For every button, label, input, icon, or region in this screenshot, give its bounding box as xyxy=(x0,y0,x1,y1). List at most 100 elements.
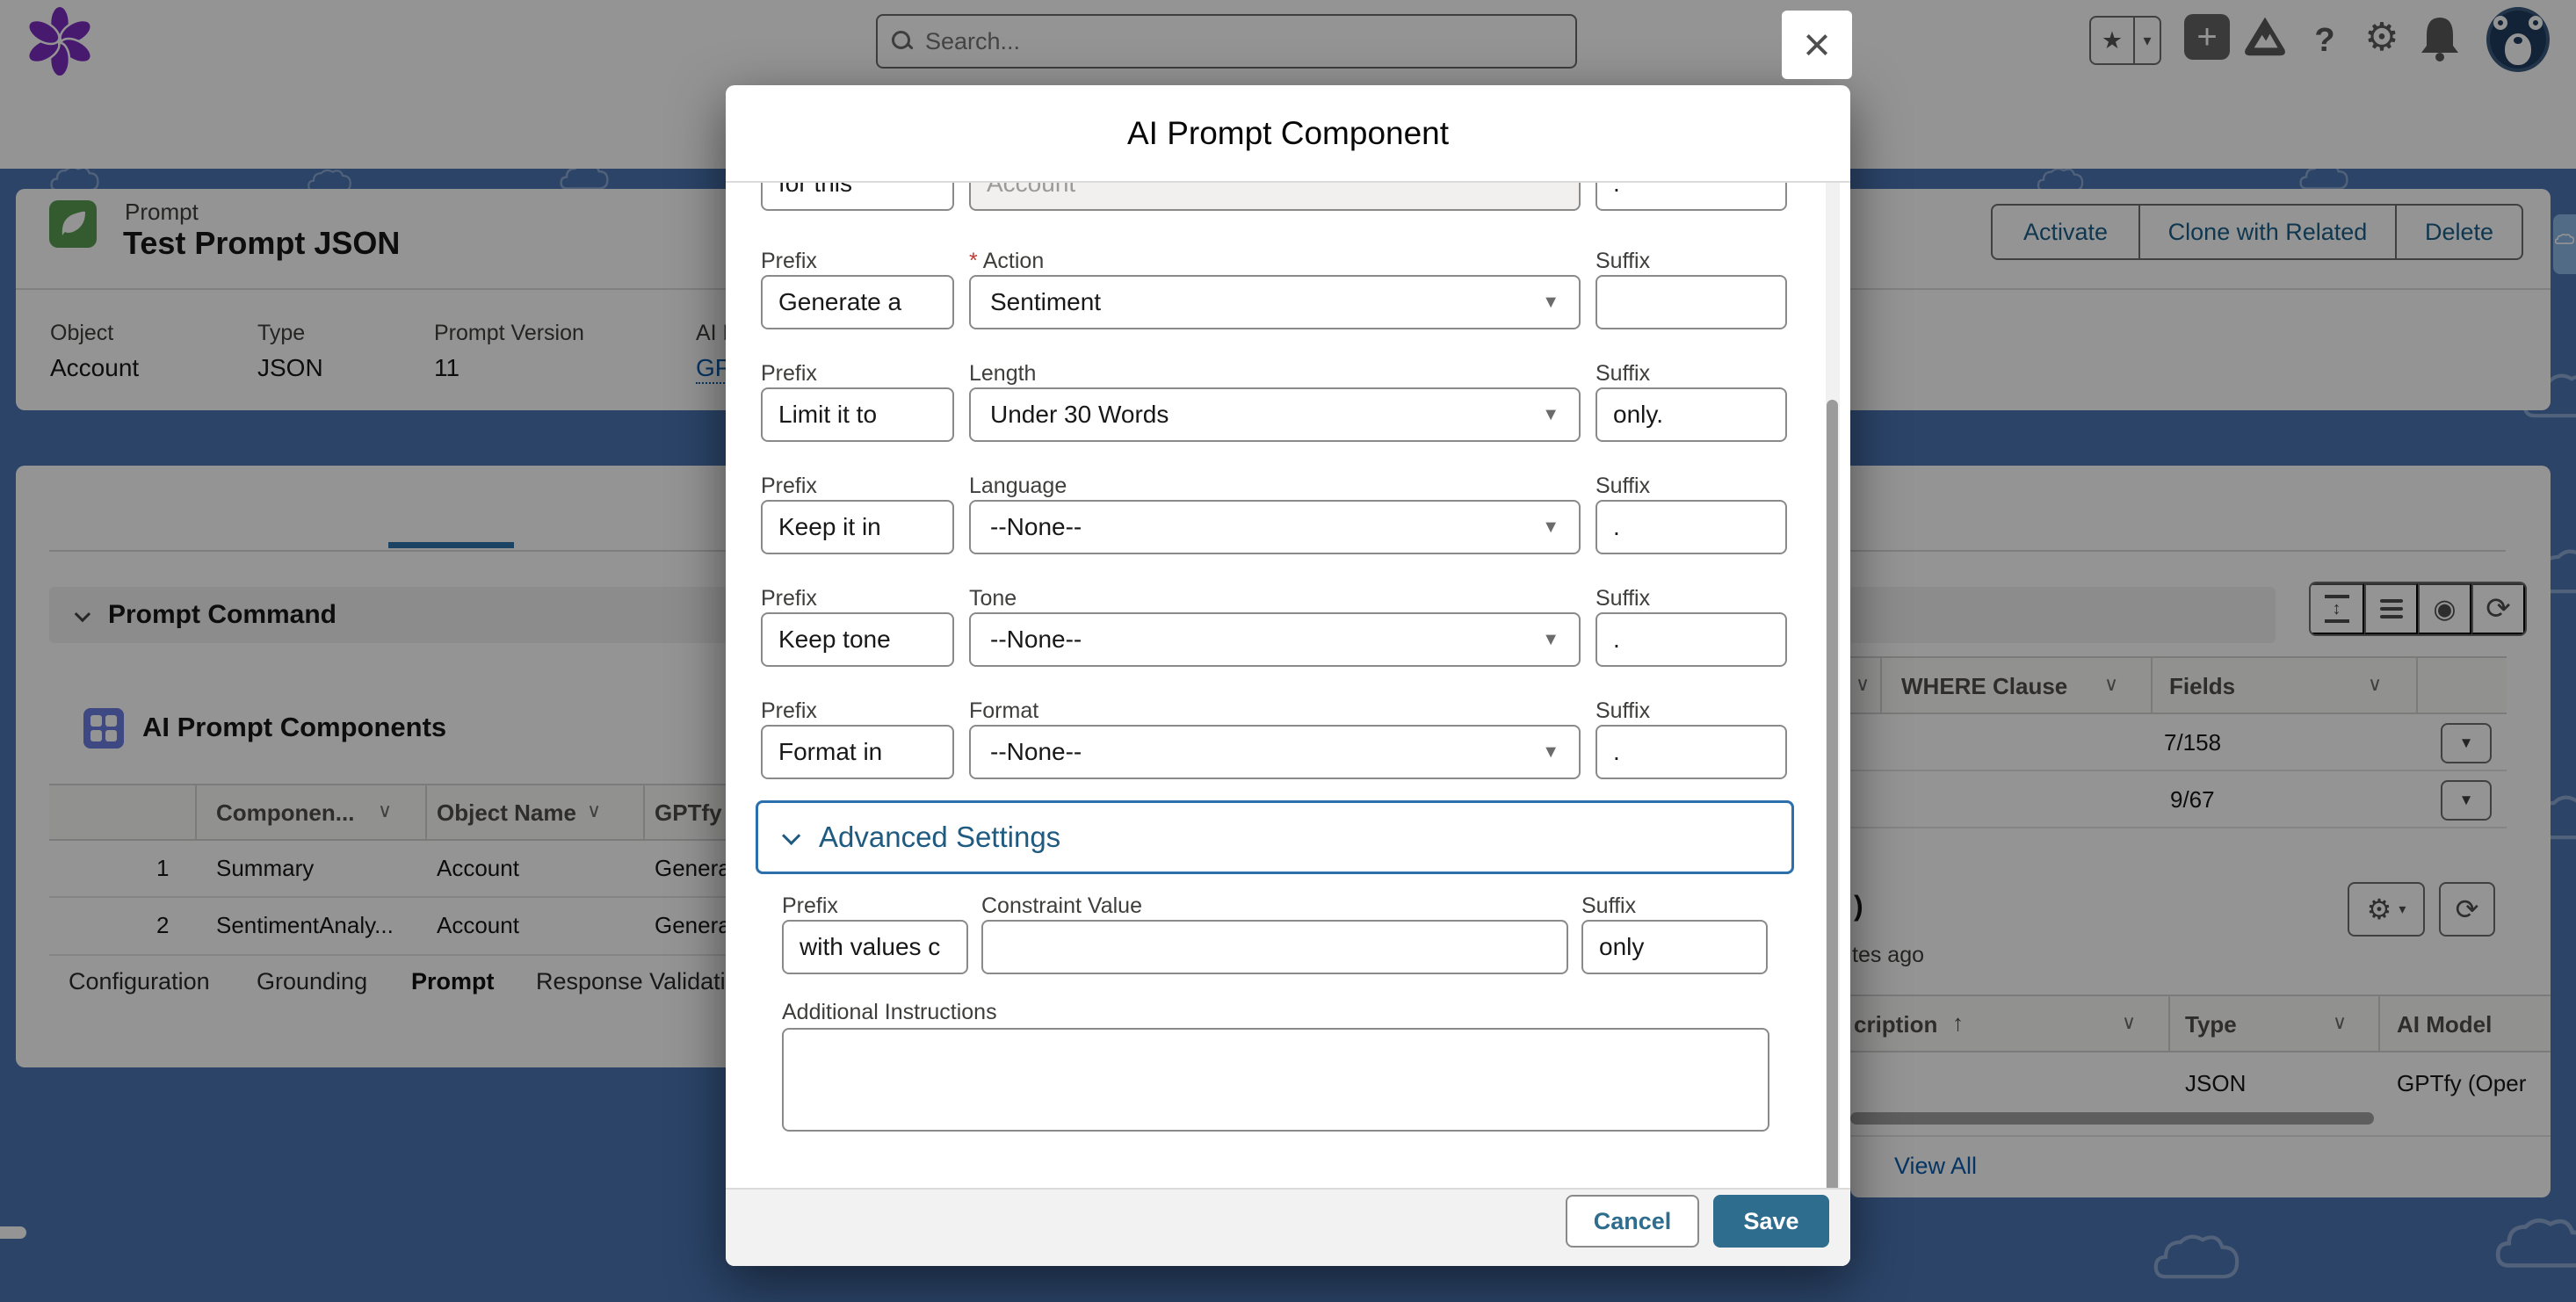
format-select-value: --None-- xyxy=(990,738,1082,765)
tone-suffix-input[interactable] xyxy=(1596,612,1787,667)
collapse-rows-button[interactable] xyxy=(2364,583,2418,634)
cell-fields-count: 9/67 xyxy=(2170,786,2215,813)
language-label: Language xyxy=(969,474,1067,498)
additional-instructions-textarea[interactable] xyxy=(782,1028,1769,1132)
sort-chevron-icon[interactable]: ∨ xyxy=(2368,673,2383,695)
sort-chevron-icon[interactable]: ∨ xyxy=(378,799,393,821)
advanced-settings-toggle[interactable]: Advanced Settings xyxy=(756,800,1794,874)
action-suffix-input[interactable] xyxy=(1596,275,1787,329)
tab-prompt[interactable]: Prompt xyxy=(411,968,495,995)
cell-ai-model-link[interactable]: GPTfy (Oper xyxy=(2397,1070,2527,1096)
language-suffix-input[interactable] xyxy=(1596,500,1787,554)
row-actions-button[interactable]: ▼ xyxy=(2441,723,2492,763)
tone-prefix-input[interactable] xyxy=(761,612,954,667)
sort-chevron-icon[interactable]: ∨ xyxy=(587,799,602,821)
sort-chevron-icon[interactable]: ∨ xyxy=(1856,673,1870,695)
advanced-prefix-input[interactable] xyxy=(782,920,968,974)
length-suffix-input[interactable] xyxy=(1596,387,1787,442)
action-select[interactable]: Sentiment ▼ xyxy=(969,275,1581,329)
dock-sliver xyxy=(0,1226,26,1239)
column-header-description[interactable]: cription xyxy=(1854,1011,1938,1038)
avatar-ear xyxy=(2529,16,2543,30)
tab-response-validation[interactable]: Response Validati xyxy=(536,968,726,995)
suffix-input[interactable] xyxy=(1596,183,1787,211)
card-title-fragment: ) xyxy=(1854,890,1863,922)
column-header-object-name[interactable]: Object Name xyxy=(437,799,576,826)
prefix-label: Prefix xyxy=(761,361,817,386)
column-header-fields[interactable]: Fields xyxy=(2169,673,2236,699)
components-list-icon xyxy=(83,708,124,749)
user-avatar[interactable] xyxy=(2486,7,2550,72)
length-label: Length xyxy=(969,361,1037,386)
help-button[interactable]: ? xyxy=(2307,16,2342,65)
column-header-type[interactable]: Type xyxy=(2185,1011,2237,1038)
component-link-sentiment[interactable]: SentimentAnaly... xyxy=(216,912,394,938)
prefix-input[interactable] xyxy=(761,183,954,211)
language-select[interactable]: --None-- ▼ xyxy=(969,500,1581,554)
refresh-grid-button[interactable]: ⟳ xyxy=(2471,583,2525,634)
modal-scrollbar-thumb[interactable] xyxy=(1827,400,1838,1188)
list-settings-button[interactable]: ⚙ ▾ xyxy=(2348,882,2425,937)
trailhead-icon[interactable] xyxy=(2240,12,2290,61)
favorites-split-button[interactable]: ★ ▾ xyxy=(2089,16,2161,65)
gear-icon: ⚙ xyxy=(2364,15,2399,59)
format-suffix-input[interactable] xyxy=(1596,725,1787,779)
last-updated-fragment: tes ago xyxy=(1852,943,1925,967)
field-value-ai-model-link[interactable]: GP xyxy=(696,354,732,384)
activate-button[interactable]: Activate xyxy=(1993,206,2138,258)
language-prefix-input[interactable] xyxy=(761,500,954,554)
question-icon: ? xyxy=(2314,21,2335,59)
suffix-label: Suffix xyxy=(1596,698,1651,723)
advanced-suffix-input[interactable] xyxy=(1581,920,1768,974)
length-select[interactable]: Under 30 Words ▼ xyxy=(969,387,1581,442)
sort-chevron-icon[interactable]: ∨ xyxy=(2104,673,2119,695)
modal-close-button[interactable]: × xyxy=(1782,11,1852,79)
list-refresh-button[interactable]: ⟳ xyxy=(2439,882,2495,937)
tone-select[interactable]: --None-- ▼ xyxy=(969,612,1581,667)
docked-assistant-tab[interactable] xyxy=(2553,214,2576,274)
notifications-bell-icon[interactable] xyxy=(2420,14,2460,61)
format-select[interactable]: --None-- ▼ xyxy=(969,725,1581,779)
sort-chevron-icon[interactable]: ∨ xyxy=(2122,1011,2137,1033)
cell-prompt: Genera xyxy=(655,855,731,881)
prompt-object-icon xyxy=(49,200,97,248)
expand-rows-button[interactable]: ↕ xyxy=(2311,583,2364,634)
clone-with-related-button[interactable]: Clone with Related xyxy=(2138,206,2395,258)
search-input[interactable] xyxy=(923,26,1561,56)
suffix-label: Suffix xyxy=(1596,586,1651,611)
constraint-value-input[interactable] xyxy=(981,920,1568,974)
preview-button[interactable]: ◉ xyxy=(2418,583,2471,634)
modal-footer: Cancel Save xyxy=(726,1188,1850,1266)
component-link-summary[interactable]: Summary xyxy=(216,855,315,881)
column-header-where-clause[interactable]: WHERE Clause xyxy=(1901,673,2068,699)
view-all-link[interactable]: View All xyxy=(1894,1153,1978,1179)
column-header-gptfy-prompt[interactable]: GPTfy xyxy=(655,799,722,826)
additional-instructions-label: Additional Instructions xyxy=(782,1000,997,1024)
global-search[interactable] xyxy=(876,14,1577,69)
sort-chevron-icon[interactable]: ∨ xyxy=(2333,1011,2348,1033)
format-prefix-input[interactable] xyxy=(761,725,954,779)
prefix-label: Prefix xyxy=(761,249,817,273)
tab-configuration[interactable]: Configuration xyxy=(69,968,210,995)
tab-grounding[interactable]: Grounding xyxy=(257,968,368,995)
favorites-caret-icon[interactable]: ▾ xyxy=(2133,18,2160,63)
horizontal-scrollbar[interactable] xyxy=(1850,1112,2374,1125)
setup-gear-button[interactable]: ⚙ xyxy=(2362,12,2402,61)
star-icon[interactable]: ★ xyxy=(2101,26,2124,54)
save-button[interactable]: Save xyxy=(1713,1195,1829,1248)
delete-button[interactable]: Delete xyxy=(2395,206,2522,258)
field-value-type: JSON xyxy=(257,354,323,381)
quick-add-button[interactable]: + xyxy=(2184,14,2230,60)
refresh-icon: ⟳ xyxy=(2486,592,2511,626)
right-table-header xyxy=(1850,656,2507,714)
object-input-disabled xyxy=(969,183,1581,211)
row-actions-button[interactable]: ▼ xyxy=(2441,780,2492,821)
cancel-button[interactable]: Cancel xyxy=(1566,1195,1699,1248)
suffix-label: Suffix xyxy=(1596,249,1651,273)
modal-body: Prefix *Action Suffix Sentiment ▼ Prefix… xyxy=(726,183,1850,1188)
length-prefix-input[interactable] xyxy=(761,387,954,442)
cell-type: JSON xyxy=(2185,1070,2247,1096)
action-prefix-input[interactable] xyxy=(761,275,954,329)
column-header-component[interactable]: Componen... xyxy=(216,799,355,826)
column-header-ai-model[interactable]: AI Model xyxy=(2397,1011,2493,1038)
